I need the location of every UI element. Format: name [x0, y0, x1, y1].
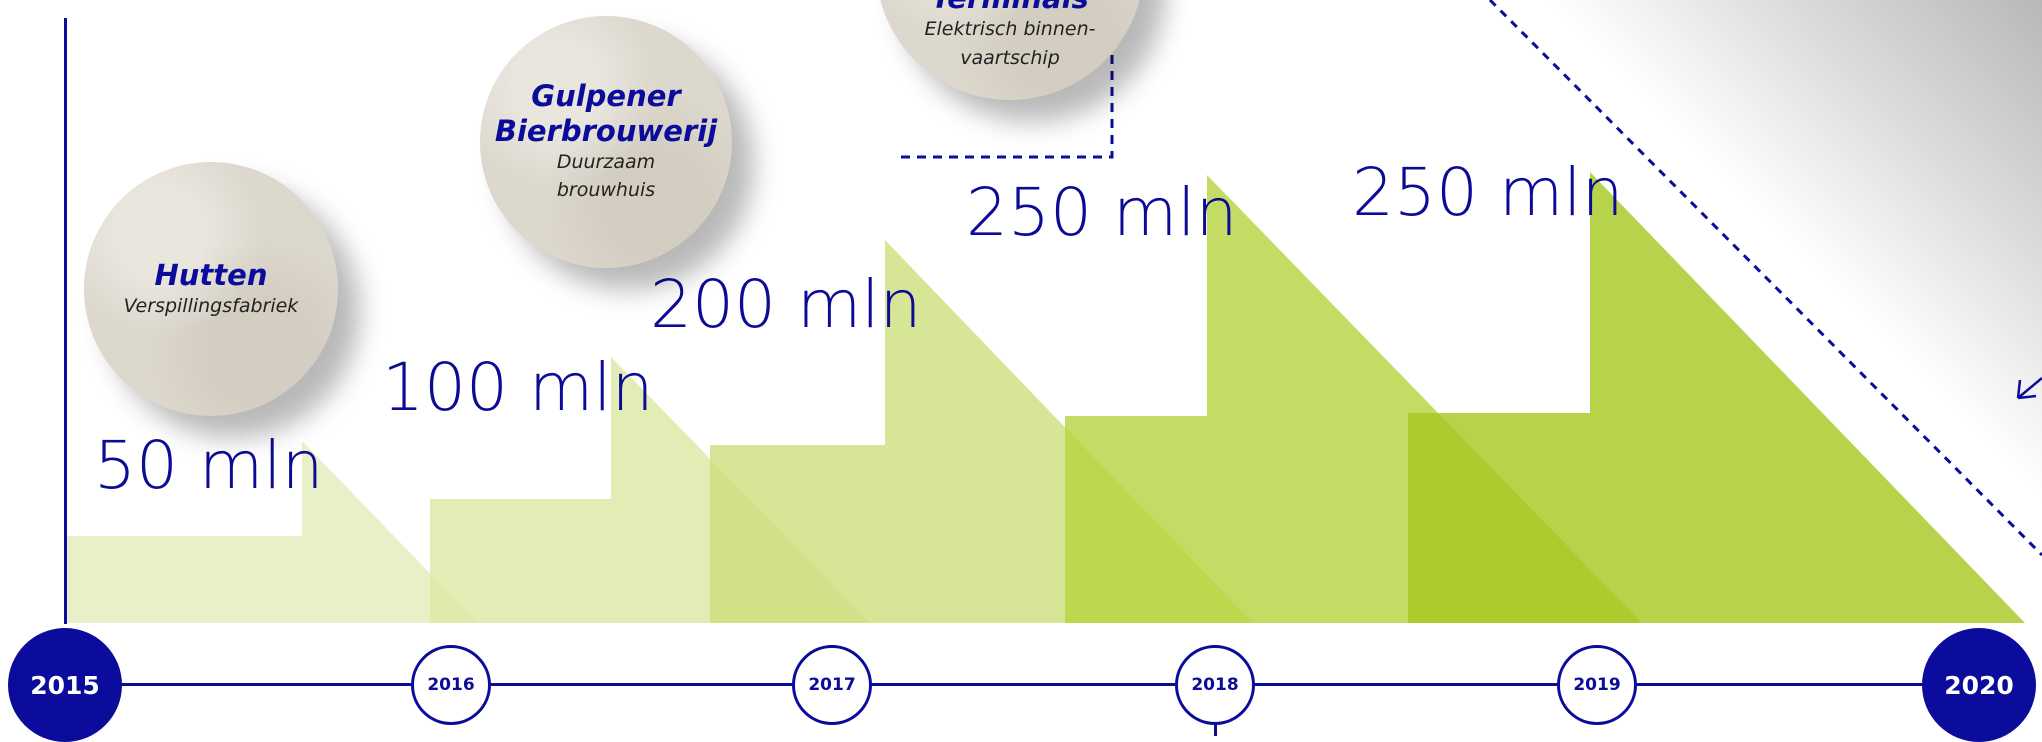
year-marker-2016: 2016	[411, 645, 491, 725]
vertical-axis	[64, 18, 67, 624]
project-subtitle: Elektrisch binnen- vaartschip	[924, 18, 1096, 69]
amount-label-2017: 200 mln	[650, 266, 922, 343]
year-marker-2015: 2015	[8, 628, 122, 742]
year-marker-2020: 2020	[1922, 628, 2036, 742]
project-disc-gulpener: Gulpener Bierbrouwerij Duurzaam brouwhui…	[480, 16, 732, 268]
timeline-line	[60, 683, 1980, 686]
project-title: Gulpener Bierbrouwerij	[494, 79, 718, 148]
project-disc-terminals: Terminals Elektrisch binnen- vaartschip	[876, 0, 1144, 100]
project-subtitle: Verspillingsfabriek	[123, 294, 299, 317]
year-marker-2018: 2018	[1175, 645, 1255, 725]
project-title: Hutten	[154, 257, 268, 292]
year-marker-2017: 2017	[792, 645, 872, 725]
project-disc-hutten: Hutten Verspillingsfabriek	[84, 162, 338, 416]
project-title: Terminals	[931, 0, 1089, 15]
amount-label-2018: 250 mln	[966, 174, 1238, 251]
amount-label-2019: 250 mln	[1352, 154, 1624, 231]
project-subtitle: Duurzaam brouwhuis	[556, 150, 656, 202]
amount-label-2015: 50 mln	[94, 427, 324, 504]
investment-step-1	[67, 441, 478, 623]
amount-label-2016: 100 mln	[382, 349, 654, 426]
investment-step-5	[1408, 172, 2025, 623]
arrow-down-left-icon	[2016, 377, 2042, 400]
year-marker-2019: 2019	[1557, 645, 1637, 725]
